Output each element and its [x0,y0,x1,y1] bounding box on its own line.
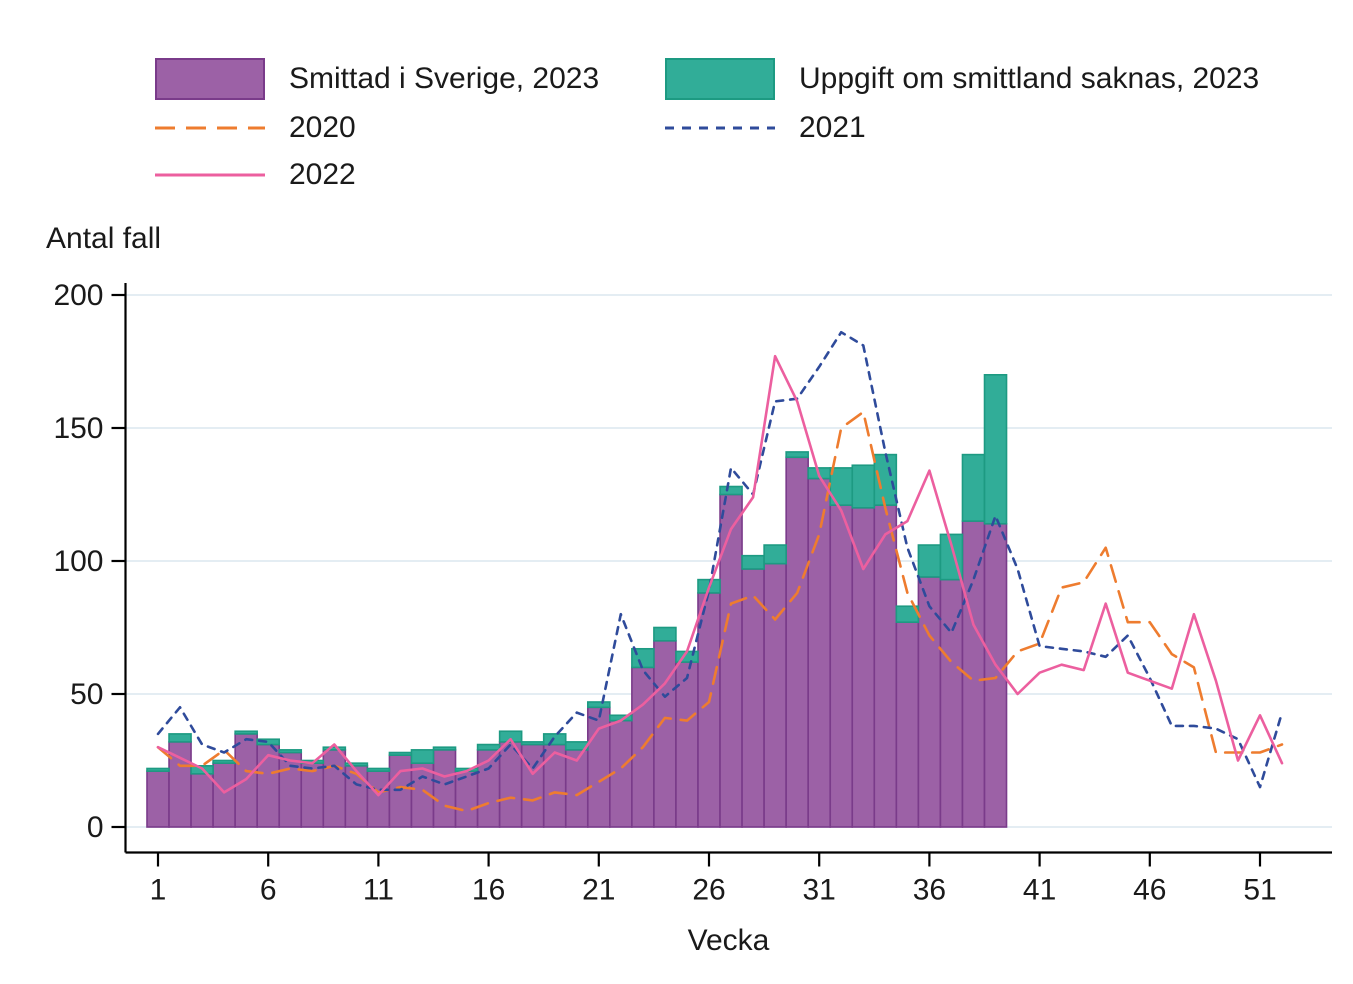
bar-smittad-week-32 [829,504,854,828]
axes [124,283,1332,854]
bar-smittad-week-8 [300,762,325,828]
legend-swatch-navy-dash [665,107,775,149]
bar-saknas-week-29 [763,544,787,565]
bar-saknas-week-24 [653,626,677,642]
bar-saknas-week-9 [322,746,347,751]
line-2020 [156,410,1284,813]
y-axis-ticks: 0 50 100 150 200 [53,279,126,844]
legend-label: Uppgift om smittland saknas, 2023 [799,62,1260,95]
bar-smittad-week-19 [542,743,567,828]
x-tick-label-6: 6 [260,874,277,907]
bar-saknas-week-16 [476,743,501,751]
bar-smittad-week-24 [653,639,677,828]
bar-saknas-week-2 [168,733,192,743]
bar-saknas-week-6 [256,738,281,746]
bar-saknas-week-38 [961,453,986,522]
legend-label: 2022 [289,158,356,191]
y-tick-label-50: 50 [70,678,103,711]
bar-saknas-week-10 [344,762,369,767]
y-tick-label-0: 0 [87,811,104,844]
bar-saknas-week-14 [432,746,457,751]
bar-smittad-week-7 [278,751,303,828]
x-tick-label-16: 16 [472,874,505,907]
bars-smittland-saknas [146,373,1008,775]
bar-saknas-week-28 [741,554,765,570]
bar-saknas-week-4 [212,759,236,764]
legend-label: Smittad i Sverige, 2023 [289,62,600,95]
bar-saknas-week-39 [983,373,1008,525]
bar-smittad-week-34 [873,504,898,828]
legend-swatch-purple [155,58,265,100]
bar-smittad-week-27 [719,493,743,828]
x-tick-label-1: 1 [150,874,167,907]
y-tick-label-150: 150 [53,412,103,445]
bar-smittad-week-1 [146,770,170,828]
legend-swatch-green [665,58,775,100]
bar-smittad-week-29 [763,562,787,828]
bar-saknas-week-27 [719,485,743,496]
bar-smittad-week-31 [807,477,832,828]
bar-smittad-week-4 [212,762,236,828]
bar-saknas-week-7 [278,749,303,754]
legend-item-smittad-sverige: Smittad i Sverige, 2023 [155,58,599,100]
legend-swatch-orange-dash [155,107,265,149]
bar-saknas-week-1 [146,767,170,772]
bar-saknas-week-33 [851,464,876,509]
x-tick-label-46: 46 [1133,874,1166,907]
bar-saknas-week-19 [542,733,567,746]
legend-item-2020: 2020 [155,107,356,149]
legend-item-2021: 2021 [665,107,866,149]
x-tick-label-51: 51 [1243,874,1276,907]
bar-saknas-week-18 [520,741,545,746]
bar-smittad-week-26 [697,592,721,828]
line-2021 [156,330,1284,792]
y-axis-title: Antal fall [46,222,162,255]
legend-item-smittland-saknas: Uppgift om smittland saknas, 2023 [665,58,1259,100]
x-tick-label-11: 11 [363,874,394,907]
x-tick-label-41: 41 [1023,874,1056,907]
bar-saknas-week-11 [366,767,391,772]
bar-smittad-week-14 [432,749,457,828]
legend-label: 2021 [799,111,866,144]
legend-item-2022: 2022 [155,154,356,196]
x-tick-label-36: 36 [913,874,946,907]
bar-saknas-week-13 [410,749,435,764]
bar-smittad-week-9 [322,749,347,828]
x-axis-title: Vecka [687,924,770,957]
bar-smittad-week-28 [741,568,765,828]
x-tick-label-31: 31 [803,874,836,907]
y-tick-label-100: 100 [53,545,103,578]
y-tick-label-200: 200 [53,279,103,312]
x-axis-ticks: 1 6 11 16 21 26 31 36 41 46 51 [150,852,1277,907]
bar-saknas-week-30 [785,451,809,459]
x-tick-label-21: 21 [582,874,615,907]
line-2022 [156,354,1284,797]
bar-smittad-week-3 [190,772,214,828]
bar-saknas-week-17 [498,730,523,743]
legend-swatch-pink-line [155,154,265,196]
bar-saknas-week-36 [917,544,942,578]
bar-smittad-week-30 [785,456,809,828]
x-tick-label-26: 26 [692,874,725,907]
bar-smittad-week-25 [675,661,699,828]
bar-saknas-week-5 [234,730,258,735]
legend-label: 2020 [289,111,356,144]
bar-smittad-week-35 [895,621,920,828]
bar-saknas-week-21 [586,701,611,709]
bar-saknas-week-12 [388,751,413,756]
bar-smittad-week-11 [366,770,391,828]
